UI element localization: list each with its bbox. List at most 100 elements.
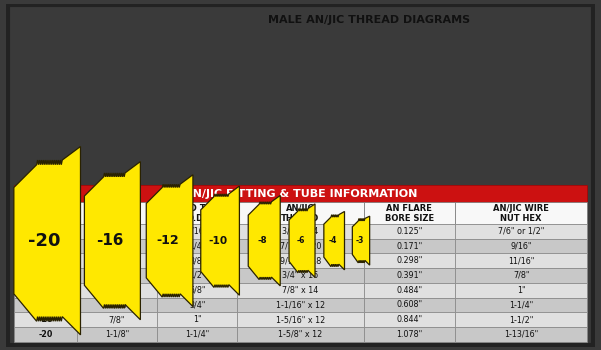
FancyBboxPatch shape	[157, 239, 237, 253]
Text: 9/16": 9/16"	[510, 241, 532, 251]
FancyBboxPatch shape	[364, 202, 456, 224]
Text: -10: -10	[209, 236, 228, 246]
FancyBboxPatch shape	[237, 327, 364, 342]
FancyBboxPatch shape	[14, 202, 77, 224]
Text: -3: -3	[356, 236, 364, 245]
Text: -12: -12	[38, 300, 52, 309]
Text: 7/6" or 1/2": 7/6" or 1/2"	[498, 227, 545, 236]
FancyBboxPatch shape	[237, 224, 364, 239]
FancyBboxPatch shape	[237, 268, 364, 283]
Text: -10: -10	[38, 286, 52, 295]
Text: 1-13/16": 1-13/16"	[504, 330, 538, 339]
FancyBboxPatch shape	[157, 298, 237, 312]
Text: 3/16": 3/16"	[187, 227, 208, 236]
Text: AN FLARE
BORE SIZE: AN FLARE BORE SIZE	[385, 203, 434, 223]
Text: -8: -8	[258, 236, 267, 245]
FancyBboxPatch shape	[364, 253, 456, 268]
Text: -6: -6	[296, 236, 305, 245]
Text: -12: -12	[156, 234, 178, 247]
Polygon shape	[146, 175, 193, 307]
Text: 1": 1"	[517, 286, 525, 295]
Text: DASH SIZE: DASH SIZE	[20, 209, 70, 218]
Text: 3/8" x 24: 3/8" x 24	[282, 227, 319, 236]
FancyBboxPatch shape	[456, 327, 587, 342]
Text: 1/4": 1/4"	[189, 241, 206, 251]
Text: -3: -3	[41, 227, 50, 236]
FancyBboxPatch shape	[14, 253, 77, 268]
Polygon shape	[352, 216, 370, 265]
FancyBboxPatch shape	[77, 239, 157, 253]
Text: 1-1/2": 1-1/2"	[509, 315, 534, 324]
Text: -8: -8	[41, 271, 50, 280]
Text: -16: -16	[38, 315, 52, 324]
Text: 11/32": 11/32"	[104, 256, 130, 265]
Text: HARD TUBE
O.D.: HARD TUBE O.D.	[170, 203, 225, 223]
Text: 9/16" x 18: 9/16" x 18	[280, 256, 321, 265]
FancyBboxPatch shape	[77, 268, 157, 283]
Polygon shape	[324, 211, 344, 270]
FancyBboxPatch shape	[14, 224, 77, 239]
FancyBboxPatch shape	[364, 283, 456, 298]
Text: 0.608": 0.608"	[397, 300, 423, 309]
Text: MALE AN/JIC THREAD DIAGRAMS: MALE AN/JIC THREAD DIAGRAMS	[267, 15, 469, 25]
FancyBboxPatch shape	[237, 298, 364, 312]
FancyBboxPatch shape	[364, 224, 456, 239]
Text: 7/8": 7/8"	[513, 271, 529, 280]
FancyBboxPatch shape	[157, 224, 237, 239]
FancyBboxPatch shape	[14, 239, 77, 253]
Text: 0.391": 0.391"	[396, 271, 423, 280]
Text: 3/4": 3/4"	[189, 300, 206, 309]
Text: 9/16": 9/16"	[106, 286, 128, 295]
Text: 0.171": 0.171"	[396, 241, 423, 251]
FancyBboxPatch shape	[237, 239, 364, 253]
Text: 7/8" x 14: 7/8" x 14	[282, 286, 319, 295]
Text: 0.298": 0.298"	[396, 256, 423, 265]
FancyBboxPatch shape	[456, 298, 587, 312]
Text: 1.078": 1.078"	[396, 330, 423, 339]
Text: 0.125": 0.125"	[396, 227, 423, 236]
FancyBboxPatch shape	[237, 283, 364, 298]
Text: -20: -20	[38, 330, 52, 339]
Text: -4: -4	[329, 236, 337, 245]
Text: 1-1/8": 1-1/8"	[105, 330, 129, 339]
Polygon shape	[289, 204, 315, 278]
Text: -20: -20	[28, 232, 60, 250]
FancyBboxPatch shape	[237, 202, 364, 224]
Text: 7/16": 7/16"	[106, 271, 128, 280]
Polygon shape	[248, 195, 280, 286]
Polygon shape	[84, 162, 141, 320]
Text: 1-5/16" x 12: 1-5/16" x 12	[276, 315, 325, 324]
Text: 7/8": 7/8"	[109, 315, 125, 324]
FancyBboxPatch shape	[456, 312, 587, 327]
FancyBboxPatch shape	[456, 202, 587, 224]
Text: 1-5/8" x 12: 1-5/8" x 12	[278, 330, 323, 339]
FancyBboxPatch shape	[364, 239, 456, 253]
FancyBboxPatch shape	[157, 327, 237, 342]
Text: -4: -4	[41, 241, 50, 251]
FancyBboxPatch shape	[237, 312, 364, 327]
Text: 1": 1"	[193, 315, 201, 324]
Text: -16: -16	[96, 233, 123, 248]
Text: AN/JIC FITTING & TUBE INFORMATION: AN/JIC FITTING & TUBE INFORMATION	[184, 189, 417, 198]
FancyBboxPatch shape	[14, 268, 77, 283]
Text: 3/8": 3/8"	[189, 256, 206, 265]
FancyBboxPatch shape	[237, 253, 364, 268]
Text: BRAIDED
HOSE I.D.: BRAIDED HOSE I.D.	[94, 203, 139, 223]
FancyBboxPatch shape	[157, 253, 237, 268]
FancyBboxPatch shape	[77, 312, 157, 327]
Text: AN/JIC
THREAD: AN/JIC THREAD	[281, 203, 320, 223]
Polygon shape	[14, 147, 81, 335]
Text: 1/2": 1/2"	[189, 271, 206, 280]
FancyBboxPatch shape	[456, 224, 587, 239]
FancyBboxPatch shape	[77, 202, 157, 224]
FancyBboxPatch shape	[77, 253, 157, 268]
FancyBboxPatch shape	[14, 327, 77, 342]
FancyBboxPatch shape	[364, 298, 456, 312]
FancyBboxPatch shape	[77, 283, 157, 298]
FancyBboxPatch shape	[157, 312, 237, 327]
FancyBboxPatch shape	[157, 268, 237, 283]
FancyBboxPatch shape	[364, 268, 456, 283]
FancyBboxPatch shape	[14, 283, 77, 298]
FancyBboxPatch shape	[77, 224, 157, 239]
FancyBboxPatch shape	[157, 283, 237, 298]
